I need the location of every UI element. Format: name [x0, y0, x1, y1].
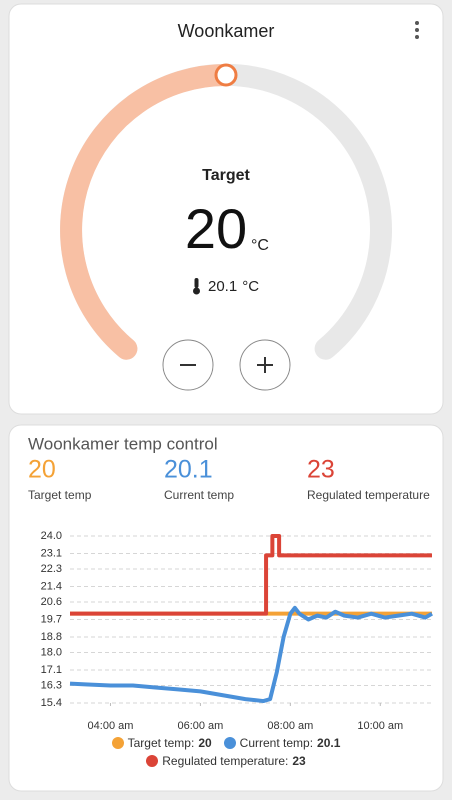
gauge-handle[interactable]: [214, 63, 238, 87]
target-value: 20: [185, 197, 247, 260]
increase-button[interactable]: [239, 339, 291, 391]
stat-label: Target temp: [28, 488, 92, 502]
stat-value: 20.1: [164, 456, 213, 484]
y-tick-label: 18.8: [41, 631, 62, 643]
target-unit: °C: [251, 237, 269, 254]
y-tick-label: 22.3: [41, 563, 62, 575]
current-unit: °C: [242, 278, 259, 295]
x-tick-label: 04:00 am: [88, 720, 134, 732]
y-tick-label: 20.6: [41, 596, 62, 608]
current-temperature: 20.1 °C: [208, 278, 259, 295]
card-title: Woonkamer: [178, 21, 275, 41]
legend-item[interactable]: Regulated temperature23: [146, 754, 306, 768]
legend-swatch: [223, 737, 236, 749]
series-line: [69, 605, 433, 704]
decrease-button[interactable]: [162, 339, 214, 391]
legend-value: 20: [198, 736, 212, 750]
stat-value: 20: [28, 456, 56, 484]
x-tick-label: 06:00 am: [177, 720, 223, 732]
y-tick-label: 17.1: [41, 664, 62, 676]
y-tick-label: 24.0: [41, 530, 62, 542]
stat-label: Current temp: [164, 488, 234, 502]
thermometer-icon: [193, 278, 200, 295]
gauge-fill: [60, 64, 237, 360]
legend-value: 20.1: [317, 736, 341, 750]
legend-label: Current temp: [240, 736, 317, 750]
y-tick-label: 21.4: [41, 580, 62, 592]
x-tick-label: 10:00 am: [357, 720, 403, 732]
target-label: Target: [202, 167, 250, 184]
legend-label: Target temp: [128, 736, 199, 750]
menu-button[interactable]: [415, 21, 419, 39]
y-tick-label: 16.3: [41, 679, 62, 691]
y-tick-label: 23.1: [41, 547, 62, 559]
y-tick-label: 18.0: [41, 646, 62, 658]
legend-swatch: [111, 737, 124, 749]
legend-swatch: [146, 755, 159, 767]
series-line: [70, 534, 432, 616]
current-value: 20.1: [208, 278, 237, 295]
y-tick-label: 19.7: [41, 613, 62, 625]
y-tick-label: 15.4: [41, 697, 62, 709]
graph-title: Woonkamer temp control: [28, 434, 218, 453]
graph-card: [8, 424, 444, 792]
x-tick-label: 08:00 am: [267, 720, 313, 732]
stat-value: 23: [307, 456, 335, 484]
legend-label: Regulated temperature: [162, 754, 292, 768]
stat-label: Regulated temperature: [307, 488, 430, 502]
legend-value: 23: [292, 754, 306, 768]
